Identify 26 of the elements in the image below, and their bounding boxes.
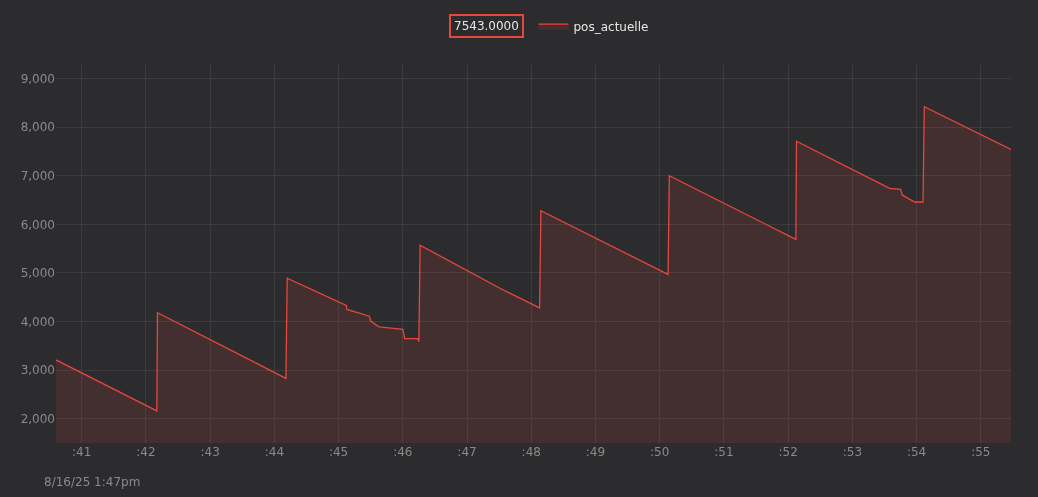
x-tick-label: :52 — [778, 445, 798, 459]
y-tick-label: 3,000 — [20, 363, 55, 378]
x-tick-label: :47 — [457, 445, 477, 459]
text: 7543.0000 — [454, 19, 519, 33]
x-tick-label: :48 — [521, 445, 541, 459]
x-tick-label: :43 — [200, 445, 220, 459]
text: 8/16/25 1:47pm — [44, 475, 141, 489]
legend-label: pos_actuelle — [573, 19, 649, 34]
x-tick-label: :53 — [842, 445, 863, 459]
y-tick-label: 2,000 — [20, 411, 55, 426]
x-tick-label: :45 — [328, 445, 349, 459]
y-tick-label: 6,000 — [20, 217, 55, 232]
x-tick-label: :49 — [585, 445, 606, 459]
x-tick-label: :50 — [650, 445, 670, 459]
y-tick-label: 7,000 — [20, 168, 55, 183]
x-tick-label: :44 — [264, 445, 285, 459]
x-tick-label: :42 — [136, 445, 156, 459]
y-tick-label: 9,000 — [20, 71, 55, 86]
x-tick-label: :51 — [714, 445, 734, 459]
y-tick-label: 5,000 — [20, 266, 55, 281]
y-tick-label: 8,000 — [20, 120, 55, 135]
y-tick-label: 4,000 — [20, 314, 55, 329]
x-tick-label: :54 — [906, 445, 927, 459]
x-tick-label: :46 — [393, 445, 413, 459]
x-tick-label: :41 — [72, 445, 92, 459]
x-tick-label: :55 — [971, 445, 991, 459]
